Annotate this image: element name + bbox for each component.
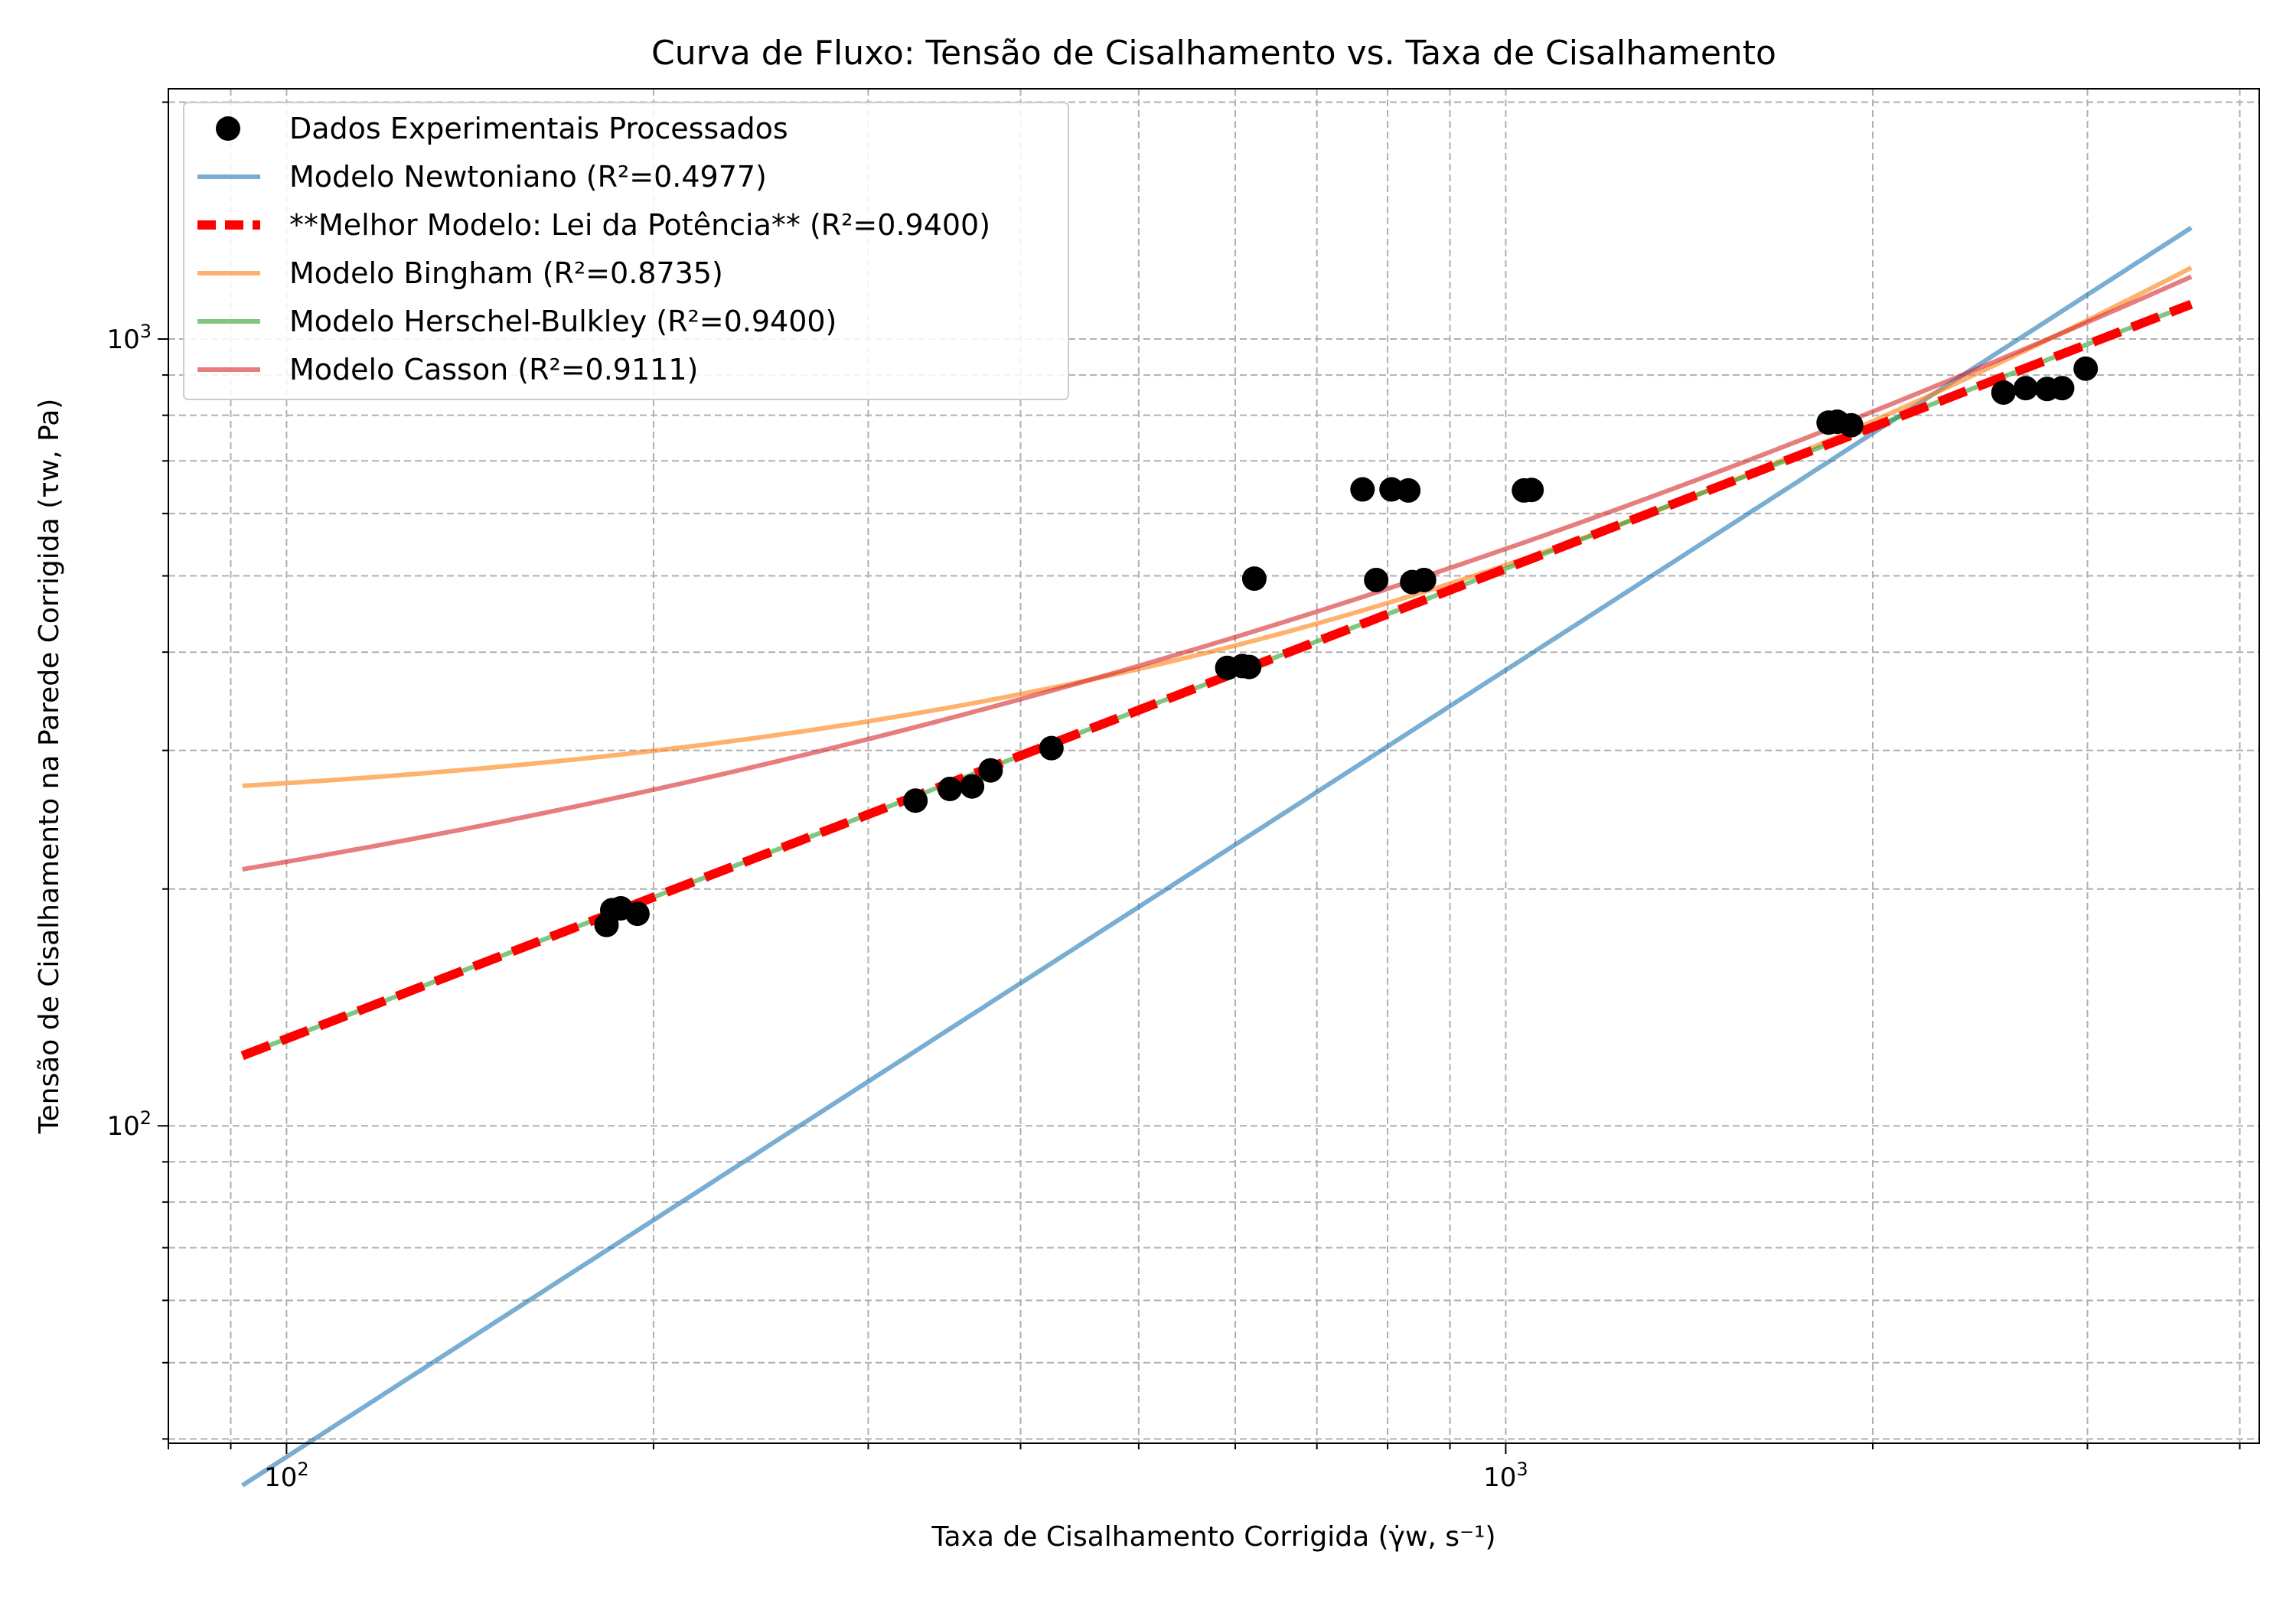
plot-frame xyxy=(168,88,2260,1444)
x-axis-label: Taxa de Cisalhamento Corrigida (γ̇w, s⁻¹… xyxy=(931,1521,1495,1553)
data-point xyxy=(2013,376,2038,401)
data-point xyxy=(1838,412,1864,438)
data-point xyxy=(1039,735,1064,761)
x-tick-label: 103 xyxy=(1483,1459,1528,1493)
series-line-casson xyxy=(242,274,2193,872)
data-point xyxy=(1411,567,1437,592)
tick-layer: 102 103 102 103 xyxy=(106,101,2241,1493)
legend: Dados Experimentais Processados Modelo Ne… xyxy=(183,102,1069,400)
data-point xyxy=(1364,567,1389,592)
series-layer xyxy=(240,225,2193,1488)
legend-label: Modelo Herschel-Bulkley (R²=0.9400) xyxy=(289,305,837,338)
legend-label: **Melhor Modelo: Lei da Potência** (R²=0… xyxy=(289,208,990,242)
data-point xyxy=(1519,478,1544,503)
legend-label: Modelo Newtoniano (R²=0.4977) xyxy=(289,160,767,194)
legend-box xyxy=(183,102,1069,400)
data-point xyxy=(960,774,985,799)
series-line-power-best xyxy=(240,299,2193,1061)
data-point xyxy=(1350,477,1375,502)
data-point xyxy=(978,758,1003,783)
y-axis-label: Tensão de Cisalhamento na Parede Corrigi… xyxy=(34,399,65,1135)
data-point xyxy=(903,788,928,813)
y-tick-label: 102 xyxy=(106,1107,152,1142)
data-point xyxy=(1396,478,1421,503)
data-point xyxy=(2050,376,2075,401)
data-point xyxy=(1237,654,1262,680)
data-point xyxy=(1991,380,2016,405)
legend-label: Modelo Bingham (R²=0.8735) xyxy=(289,256,723,290)
y-tick-label: 103 xyxy=(106,321,152,355)
legend-label: Modelo Casson (R²=0.9111) xyxy=(289,353,698,386)
series-line-newtonian xyxy=(241,225,2193,1488)
data-point xyxy=(625,901,650,927)
legend-label: Dados Experimentais Processados xyxy=(289,112,788,145)
legend-marker xyxy=(216,116,240,141)
data-point xyxy=(1241,566,1267,592)
points-layer xyxy=(594,356,2099,937)
data-point xyxy=(938,777,963,802)
series-line-bingham xyxy=(242,266,2193,788)
data-point xyxy=(2073,356,2099,381)
chart-title: Curva de Fluxo: Tensão de Cisalhamento v… xyxy=(651,34,1776,73)
legend-entries: Dados Experimentais Processados Modelo Ne… xyxy=(197,112,990,386)
x-tick-label: 102 xyxy=(264,1459,309,1493)
